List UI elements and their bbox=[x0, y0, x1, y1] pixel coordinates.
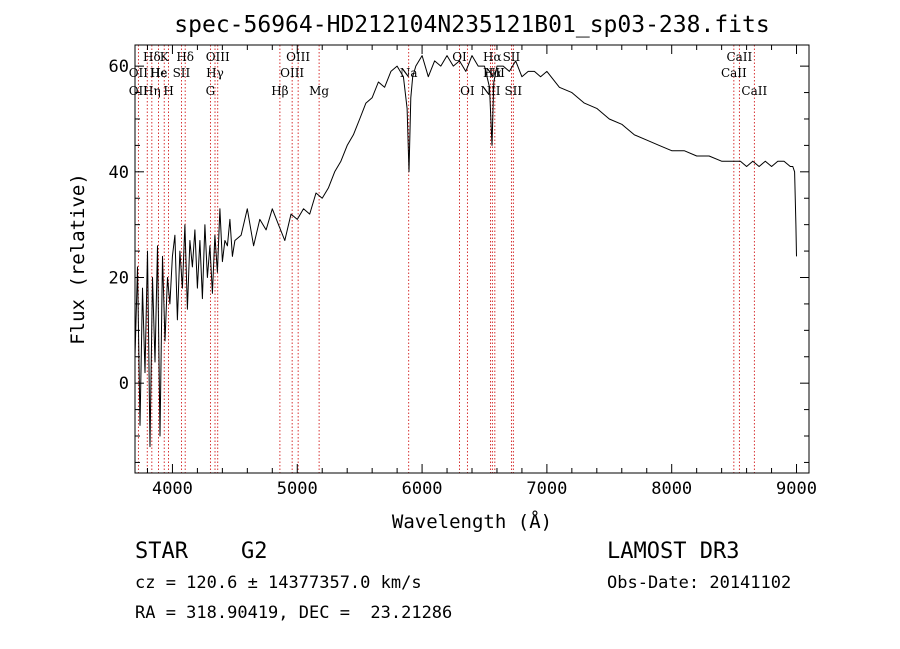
emission-line-markers bbox=[137, 45, 755, 473]
line-id-label: Hε bbox=[150, 66, 167, 80]
x-tick-label: 8000 bbox=[651, 479, 692, 499]
line-id-label: OII bbox=[129, 66, 149, 80]
line-id-label: Hδ bbox=[176, 50, 194, 64]
line-id-label: K bbox=[160, 50, 170, 64]
y-tick-label: 0 bbox=[119, 374, 129, 394]
line-id-label: OI bbox=[460, 84, 475, 98]
y-axis: 0 20 40 60 bbox=[109, 57, 809, 463]
x-tick-label: 9000 bbox=[776, 479, 817, 499]
line-id-label: H bbox=[163, 84, 173, 98]
spectrum-series bbox=[134, 55, 797, 448]
line-id-label: Hα bbox=[483, 50, 502, 64]
line-id-label: He bbox=[150, 66, 168, 80]
coordinates: RA = 318.90419, DEC = 23.21286 bbox=[135, 603, 453, 623]
line-id-label: SII bbox=[504, 84, 522, 98]
line-id-label: Hγ bbox=[206, 66, 224, 80]
x-tick-label: 6000 bbox=[402, 479, 443, 499]
y-axis-label: Flux (relative) bbox=[67, 173, 89, 345]
line-id-label: NII bbox=[480, 84, 500, 98]
spectral-subclass: G2 bbox=[241, 539, 268, 564]
line-id-label: OII bbox=[129, 84, 149, 98]
y-tick-label: 60 bbox=[109, 57, 129, 77]
line-id-label: CaII bbox=[721, 66, 747, 80]
plot-frame bbox=[134, 44, 810, 474]
line-id-label: OIII bbox=[206, 50, 230, 64]
line-id-label: SII bbox=[503, 50, 521, 64]
survey-name: LAMOST DR3 bbox=[607, 539, 740, 564]
line-id-label: G bbox=[206, 84, 216, 98]
series-line-flux bbox=[134, 55, 797, 448]
line-id-label: OIII bbox=[280, 66, 304, 80]
x-axis: 4000 5000 6000 7000 8000 9000 bbox=[146, 45, 817, 499]
x-tick-label: 7000 bbox=[526, 479, 567, 499]
line-id-label: Hα bbox=[483, 66, 502, 80]
y-tick-label: 40 bbox=[109, 163, 129, 183]
line-id-label: Hβ bbox=[271, 84, 288, 98]
redshift-readout: cz = 120.6 ± 14377357.0 km/s bbox=[135, 573, 422, 593]
line-id-label: Mg bbox=[309, 84, 329, 98]
x-tick-label: 5000 bbox=[277, 479, 318, 499]
line-id-label: OIII bbox=[286, 50, 310, 64]
line-id-label: OI bbox=[452, 50, 467, 64]
chart-title: spec-56964-HD212104N235121B01_sp03-238.f… bbox=[174, 12, 769, 38]
line-id-label: Hη bbox=[143, 84, 161, 98]
line-id-label: CaII bbox=[726, 50, 752, 64]
line-id-label: NII bbox=[485, 66, 505, 80]
obs-date: Obs-Date: 20141102 bbox=[607, 573, 792, 593]
x-axis-label: Wavelength (Å) bbox=[392, 510, 552, 533]
line-id-label: Hδ bbox=[143, 50, 161, 64]
line-id-label: CaII bbox=[741, 84, 767, 98]
x-tick-label: 4000 bbox=[152, 479, 193, 499]
line-id-label: SII bbox=[173, 66, 191, 80]
object-class: STAR bbox=[135, 539, 188, 564]
y-tick-label: 20 bbox=[109, 268, 129, 288]
